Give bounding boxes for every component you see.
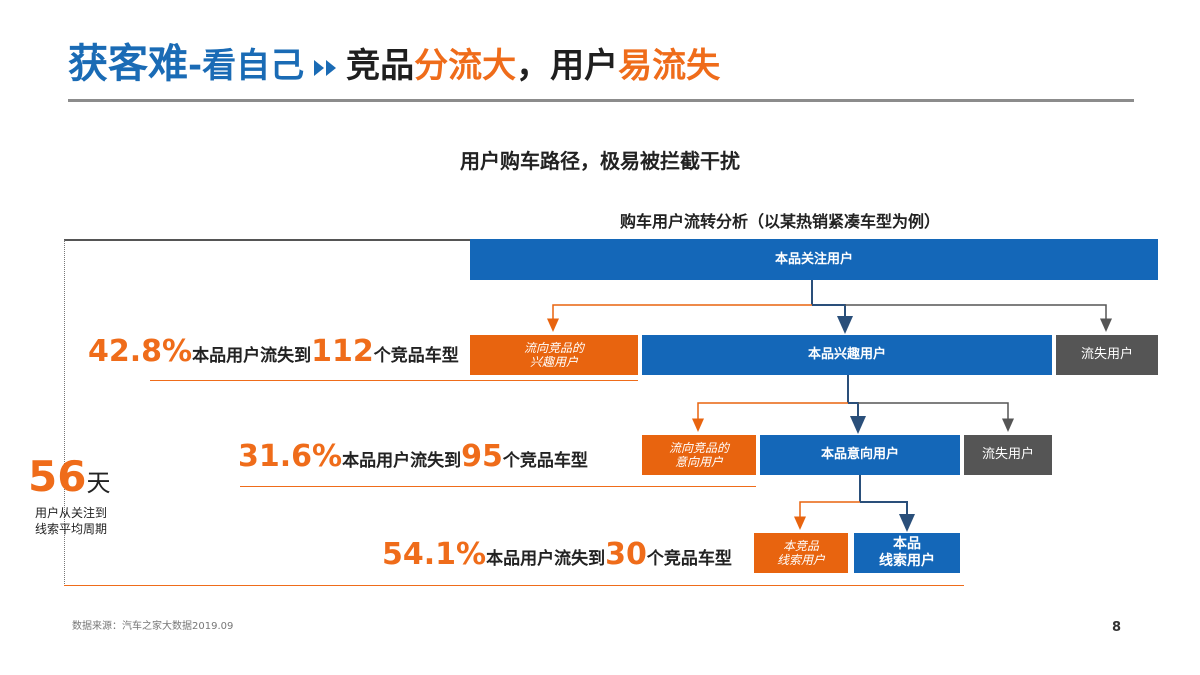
stat-row-2: 31.6% 本品用户流失到 95 个竞品车型	[238, 439, 588, 474]
lost-users-box-1: 流失用户	[1056, 335, 1158, 375]
title-divider	[68, 99, 1134, 102]
days-unit: 天	[86, 469, 111, 497]
stat-count: 30	[605, 537, 647, 572]
title-part-5: ，用户	[516, 46, 619, 86]
connector-to-own-lead	[860, 501, 915, 532]
frame-top-line	[64, 239, 470, 241]
frame-bottom-line	[64, 585, 964, 586]
days-caption: 用户从关注到 线索平均周期	[34, 506, 107, 536]
data-source-note: 数据来源：汽车之家大数据2019.09	[72, 621, 234, 632]
title-part-2: -看自己	[188, 46, 305, 86]
stat-text-after: 个竞品车型	[646, 549, 732, 569]
stat-percent: 54.1%	[382, 537, 487, 572]
connector-to-intent	[848, 402, 866, 434]
stat-underline-1	[150, 380, 638, 381]
flow-to-competitor-intent-box: 流向竞品的 意向用户	[642, 435, 756, 475]
connector-to-interest	[812, 304, 853, 334]
stat-count: 95	[461, 439, 503, 474]
competitor-lead-users-box: 本竞品 线索用户	[754, 533, 848, 573]
subtitle: 用户购车路径，极易被拦截干扰	[460, 149, 740, 173]
title-part-6: 易流失	[618, 46, 721, 86]
title-part-3: 竞品	[346, 46, 415, 86]
attention-users-box: 本品关注用户	[470, 239, 1158, 280]
connector-to-flow2	[692, 402, 848, 432]
intent-users-box: 本品意向用户	[760, 435, 960, 475]
stat-text-before: 本品用户流失到	[342, 451, 462, 471]
double-arrow-icon	[312, 38, 340, 94]
days-number: 56	[28, 452, 87, 501]
stat-percent: 31.6%	[238, 439, 343, 474]
stat-row-3: 54.1% 本品用户流失到 30 个竞品车型	[382, 537, 732, 572]
stat-text-before: 本品用户流失到	[486, 549, 606, 569]
connector-to-competitor-lead	[794, 501, 860, 530]
page-title: 获客难-看自己 竞品分流大，用户易流失	[68, 36, 720, 94]
stat-count: 112	[311, 334, 374, 369]
stat-percent: 42.8%	[88, 334, 193, 369]
average-days: 56天	[28, 452, 110, 501]
stat-text-after: 个竞品车型	[373, 346, 459, 366]
stat-row-1: 42.8% 本品用户流失到 112 个竞品车型	[88, 334, 459, 369]
connector-to-flow1	[547, 304, 812, 332]
title-part-1: 获客难	[68, 41, 188, 87]
stat-text-after: 个竞品车型	[502, 451, 588, 471]
stat-underline-2	[240, 486, 756, 487]
frame-left-line	[64, 240, 65, 586]
interest-users-box: 本品兴趣用户	[642, 335, 1052, 375]
own-lead-users-box: 本品 线索用户	[854, 533, 960, 573]
stat-text-before: 本品用户流失到	[192, 346, 312, 366]
title-part-4: 分流大	[414, 46, 517, 86]
lost-users-box-2: 流失用户	[964, 435, 1052, 475]
flow-to-competitor-interest-box: 流向竞品的 兴趣用户	[470, 335, 638, 375]
connector-to-lost1	[845, 304, 1112, 332]
page-number: 8	[1112, 620, 1122, 635]
diagram-title: 购车用户流转分析（以某热销紧凑车型为例）	[619, 212, 940, 231]
connector-to-lost2	[858, 402, 1014, 432]
